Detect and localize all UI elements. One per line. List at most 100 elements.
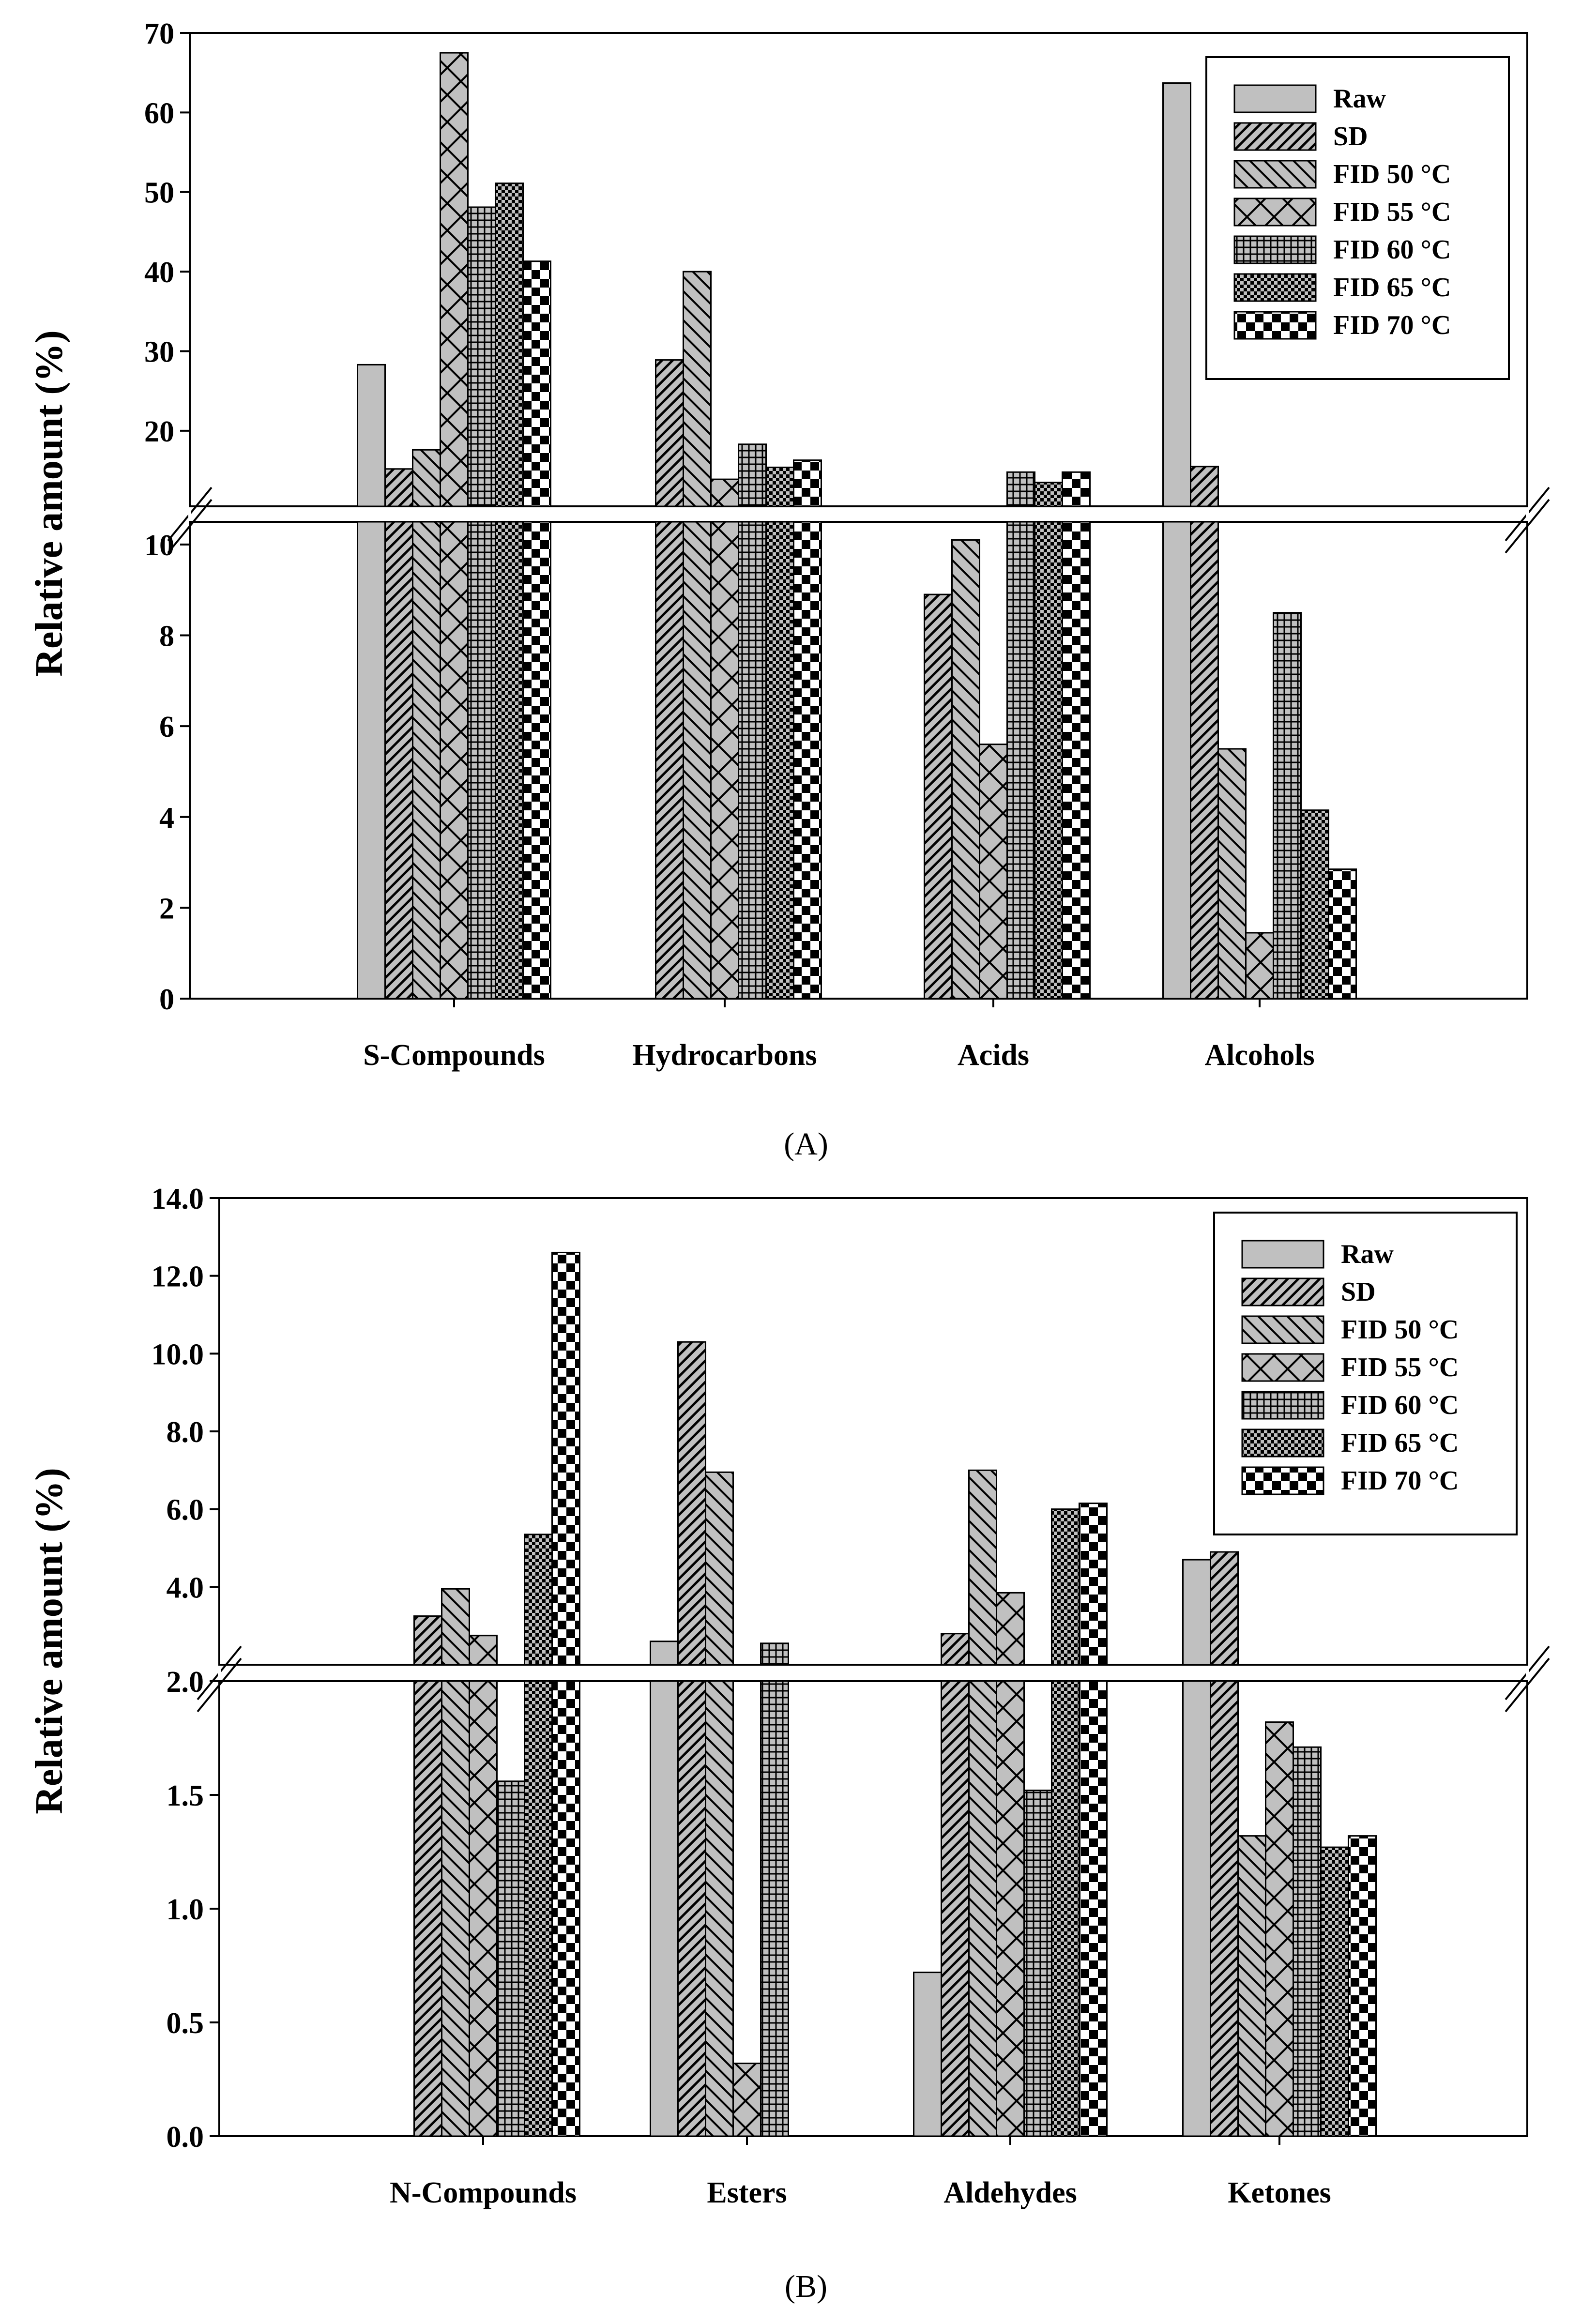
x-axis-a: S-Compounds Hydrocarbons Acids Alcohols: [363, 999, 1315, 1072]
bar-lower-alcohols-0: [1162, 521, 1191, 1000]
legend-swatch: [1241, 1391, 1324, 1420]
legend-label: Raw: [1333, 84, 1386, 114]
bar-upper-aldehydes-3: [996, 1592, 1025, 1666]
bar-lower-ketones-1: [1210, 1680, 1239, 2137]
bar-lower-esters-1: [677, 1680, 706, 2137]
legend-label: FID 55 °C: [1333, 197, 1451, 227]
bar-lower-aldehydes-1: [941, 1680, 970, 2137]
bar-lower-s-compounds-2: [412, 521, 441, 1000]
y-tick-label-upper: 6.0: [167, 1494, 204, 1527]
bar-lower-s-compounds-1: [384, 521, 413, 1000]
bar-alcohols-4: [1273, 612, 1302, 1000]
y-axis-b: 0.0 0.5 1.0 1.5 2.0 4.0 6.0 8.0 10.0 12.0 14.0: [152, 1183, 219, 2154]
category-label: Alcohols: [1204, 1039, 1314, 1072]
category-label: Acids: [958, 1039, 1029, 1072]
y-tick-label-lower: 2.0: [167, 1666, 204, 1699]
bar-alcohols-5: [1300, 809, 1329, 1000]
bar-lower-s-compounds-5: [495, 521, 524, 1000]
axis-gap: [218, 1666, 221, 1680]
y-tick-label-lower: 8: [159, 620, 174, 653]
y-tick-label-lower: 10: [144, 529, 174, 562]
bar-ketones-2: [1237, 1835, 1266, 2137]
bar-lower-esters-0: [650, 1680, 679, 2137]
y-tick-label-upper: 10.0: [152, 1338, 204, 1371]
x-axis-b: N-Compounds Esters Aldehydes Ketones: [390, 2136, 1331, 2209]
bar-acids-1: [924, 593, 953, 1000]
bar-upper-s-compounds-5: [495, 182, 524, 507]
bar-upper-hydrocarbons-4: [738, 443, 767, 507]
bar-n-compounds-4: [496, 1780, 525, 2137]
y-tick-label-upper: 30: [144, 335, 174, 368]
bar-upper-esters-0: [650, 1640, 679, 1666]
y-tick-label-upper: 70: [144, 17, 174, 50]
bar-lower-acids-4: [1006, 521, 1035, 1000]
y-axis-title-a: Relative amount (%): [28, 330, 71, 676]
category-label: Hydrocarbons: [632, 1039, 817, 1072]
legend-label: Raw: [1341, 1239, 1394, 1269]
bar-ketones-4: [1293, 1746, 1322, 2137]
bar-lower-hydrocarbons-6: [793, 521, 822, 1000]
y-tick-label-upper: 60: [144, 97, 174, 130]
bar-alcohols-3: [1245, 932, 1274, 1000]
bar-upper-s-compounds-1: [384, 468, 413, 507]
axis-break-mark-left-2: [167, 499, 213, 554]
legend-swatch: [1233, 84, 1317, 113]
bar-upper-ketones-0: [1182, 1559, 1211, 1666]
y-tick-label-lower: 6: [159, 711, 174, 744]
axis-break-mark-left-2: [197, 1657, 242, 1713]
legend-swatch: [1233, 311, 1317, 340]
bar-lower-aldehydes-5: [1051, 1680, 1080, 2137]
y-tick-label-upper: 4.0: [167, 1571, 204, 1604]
bar-upper-aldehydes-2: [968, 1469, 997, 1666]
bar-upper-esters-4: [760, 1642, 789, 1666]
bar-aldehydes-4: [1023, 1790, 1052, 2137]
y-tick-label-lower: 0: [159, 983, 174, 1016]
bar-lower-n-compounds-5: [524, 1680, 553, 2137]
y-tick-label-lower: 0.5: [167, 2007, 204, 2040]
panel-label-a: (A): [784, 1126, 828, 1162]
bar-upper-s-compounds-0: [357, 364, 386, 507]
bar-upper-aldehydes-1: [941, 1633, 970, 1666]
category-label: Aldehydes: [943, 2176, 1077, 2209]
bar-ketones-6: [1348, 1835, 1377, 2137]
panel-label-b: (B): [785, 2269, 827, 2304]
legend-label: FID 65 °C: [1333, 273, 1451, 303]
bar-upper-acids-4: [1006, 471, 1035, 507]
category-label: Esters: [707, 2176, 787, 2209]
legend-label: FID 50 °C: [1333, 159, 1451, 189]
bar-alcohols-2: [1217, 748, 1247, 1000]
legend-label: FID 55 °C: [1341, 1352, 1459, 1382]
axis-gap: [1526, 1666, 1529, 1680]
bar-upper-n-compounds-5: [524, 1534, 553, 1666]
bar-upper-alcohols-0: [1162, 82, 1191, 507]
bar-lower-hydrocarbons-2: [683, 521, 712, 1000]
legend-swatch: [1241, 1277, 1324, 1306]
y-tick-label-lower: 1.5: [167, 1779, 204, 1812]
bar-lower-aldehydes-6: [1079, 1680, 1108, 2137]
bar-upper-s-compounds-6: [522, 260, 551, 507]
legend-swatch: [1233, 235, 1317, 264]
bar-upper-hydrocarbons-2: [683, 271, 712, 507]
y-tick-label-lower: 1.0: [167, 1893, 204, 1926]
bar-lower-hydrocarbons-3: [710, 521, 739, 1000]
axis-gap: [188, 507, 191, 521]
legend-label: FID 50 °C: [1341, 1315, 1459, 1345]
bar-lower-ketones-0: [1182, 1680, 1211, 2137]
legend-swatch: [1233, 160, 1317, 189]
bar-lower-hydrocarbons-1: [655, 521, 684, 1000]
bar-upper-n-compounds-1: [413, 1615, 442, 1666]
bar-upper-hydrocarbons-6: [793, 459, 822, 507]
bar-upper-acids-6: [1062, 471, 1091, 507]
bar-upper-s-compounds-3: [440, 52, 469, 507]
legend-b: Raw SD FID 50 °C FID 55 °C FID 60 °C FID 65 °…: [1213, 1212, 1518, 1535]
bar-lower-n-compounds-3: [469, 1680, 498, 2137]
bar-lower-s-compounds-3: [440, 521, 469, 1000]
plot-frame-a: [167, 32, 1550, 1000]
bar-upper-s-compounds-2: [412, 449, 441, 507]
y-tick-label-upper: 12.0: [152, 1261, 204, 1293]
upper-plot-box: [189, 32, 1528, 507]
bar-ketones-3: [1265, 1721, 1294, 2137]
legend-label: FID 70 °C: [1341, 1466, 1459, 1496]
bar-upper-esters-1: [677, 1341, 706, 1666]
